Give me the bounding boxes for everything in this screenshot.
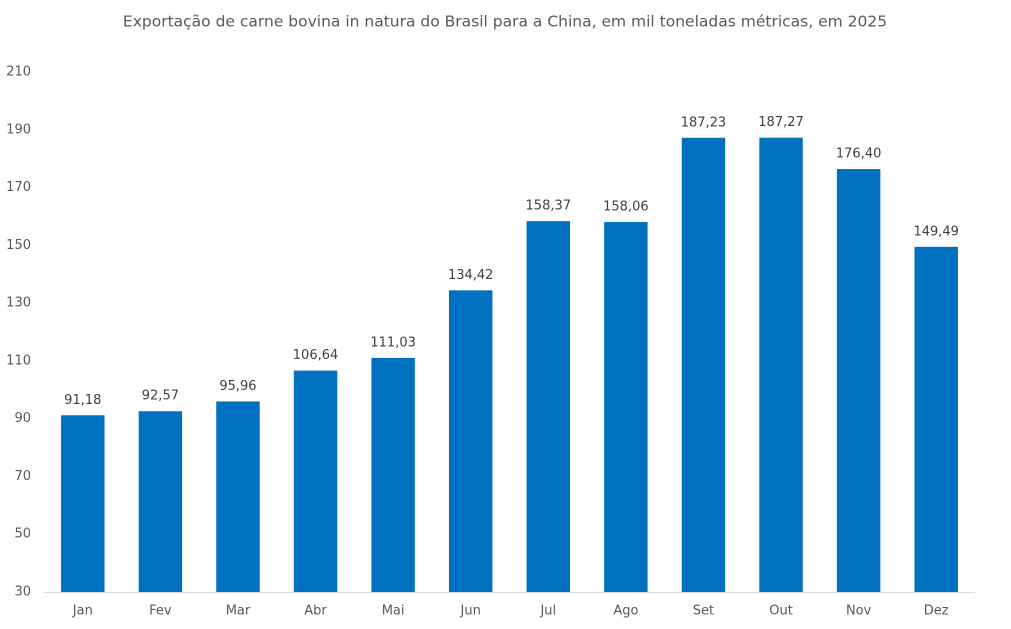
y-tick-label: 190 <box>6 122 31 137</box>
bar <box>759 137 803 593</box>
x-tick-label: Nov <box>846 604 872 619</box>
y-tick-label: 150 <box>6 238 31 253</box>
value-label: 176,40 <box>836 147 882 162</box>
value-label: 149,49 <box>913 224 959 239</box>
y-tick-label: 110 <box>6 353 31 368</box>
chart-title: Exportação de carne bovina in natura do … <box>123 13 887 31</box>
bar <box>61 415 105 592</box>
value-label: 158,06 <box>603 200 649 215</box>
y-tick-label: 30 <box>14 585 31 600</box>
bar <box>293 370 338 592</box>
bar <box>914 246 958 592</box>
y-tick-label: 170 <box>6 180 31 195</box>
bar <box>371 357 415 592</box>
y-tick-label: 210 <box>6 65 31 80</box>
y-tick-label: 70 <box>14 469 31 484</box>
x-tick-label: Jan <box>72 604 93 619</box>
bar <box>216 401 260 592</box>
value-label: 187,23 <box>681 115 727 130</box>
value-label: 95,96 <box>219 379 256 394</box>
x-tick-label: Mai <box>382 604 405 619</box>
bar <box>836 169 881 593</box>
value-label: 111,03 <box>370 335 416 350</box>
bar <box>526 221 571 593</box>
value-label: 91,18 <box>64 393 101 408</box>
x-tick-label: Fev <box>149 604 172 619</box>
x-tick-label: Abr <box>304 604 327 619</box>
x-tick-label: Mar <box>226 604 251 619</box>
y-tick-label: 50 <box>14 527 31 542</box>
x-tick-label: Ago <box>613 604 638 619</box>
x-tick-label: Jul <box>539 604 556 619</box>
value-label: 187,27 <box>758 115 804 130</box>
value-label: 92,57 <box>142 389 179 404</box>
bar <box>681 137 726 592</box>
bar <box>448 290 493 592</box>
y-tick-label: 130 <box>6 296 31 311</box>
x-tick-label: Dez <box>924 604 949 619</box>
x-tick-label: Set <box>693 604 714 619</box>
bar <box>604 222 648 592</box>
y-tick-label: 90 <box>14 411 31 426</box>
value-label: 134,42 <box>448 268 494 283</box>
bar <box>138 411 183 592</box>
value-label: 158,37 <box>526 199 572 214</box>
x-tick-label: Out <box>769 604 793 619</box>
value-label: 106,64 <box>293 348 339 363</box>
x-tick-label: Jun <box>460 604 481 619</box>
